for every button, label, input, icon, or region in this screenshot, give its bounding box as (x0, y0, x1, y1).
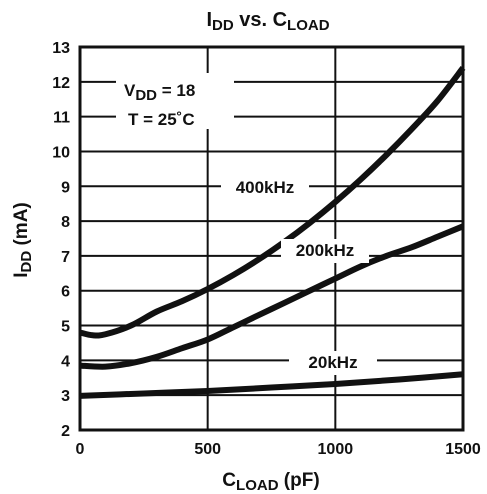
y-tick-label: 13 (52, 40, 70, 57)
series-label: 400kHz (236, 178, 295, 197)
y-tick-label: 9 (61, 179, 70, 196)
series-line-20kHz (79, 371, 464, 399)
series-labels: 400kHz 200kHz 20kHz (221, 176, 377, 375)
x-tick-labels: 0 500 1000 1500 (76, 441, 481, 458)
x-tick-label: 1500 (445, 441, 481, 458)
series-line-400kHz (79, 66, 466, 339)
y-tick-label: 2 (61, 423, 70, 440)
y-tick-label: 3 (61, 388, 70, 405)
y-tick-label: 12 (52, 75, 70, 92)
x-tick-label: 500 (194, 441, 221, 458)
series-line-200kHz (79, 223, 465, 370)
series-label: 200kHz (296, 241, 355, 260)
series-lines (79, 66, 466, 399)
y-axis-label: IDD (mA) (11, 202, 35, 278)
x-axis-label: CLOAD (pF) (222, 470, 319, 494)
y-tick-labels: 2 3 4 5 6 7 8 9 10 11 12 13 (52, 40, 70, 440)
series-label-backdrop (281, 239, 369, 263)
series-label-backdrop (221, 176, 309, 200)
chart-title: IDD vs. CLOAD (206, 9, 329, 34)
y-tick-label: 6 (61, 284, 70, 301)
plot-frame (78, 45, 465, 432)
y-tick-label: 4 (61, 353, 70, 370)
annotation-vdd: VDD = 18 (124, 81, 195, 104)
x-tick-label: 0 (76, 441, 85, 458)
y-tick-label: 11 (53, 110, 70, 127)
x-tick-label: 1000 (318, 441, 354, 458)
y-tick-label: 7 (61, 249, 70, 266)
series-label-backdrop (289, 351, 377, 375)
annotation-backdrop (116, 73, 234, 129)
series-label: 20kHz (308, 353, 357, 372)
y-tick-label: 10 (52, 144, 70, 161)
y-tick-label: 8 (61, 214, 70, 231)
annotation-temp: T = 25˚C (128, 110, 195, 129)
y-tick-label: 5 (61, 319, 70, 336)
